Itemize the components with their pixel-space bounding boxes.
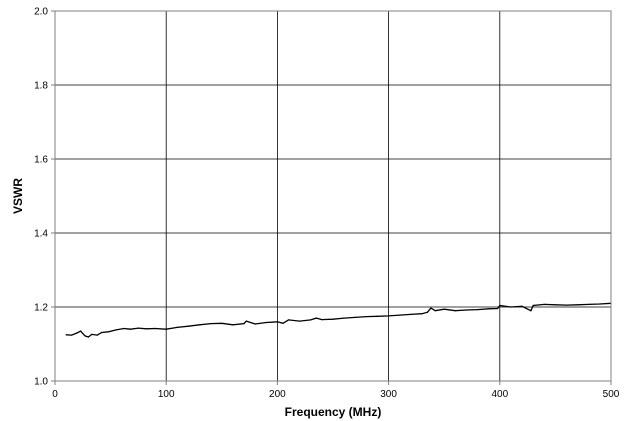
x-tick-label: 300 bbox=[380, 389, 397, 400]
data-point bbox=[245, 320, 247, 322]
data-point bbox=[332, 318, 334, 320]
data-point bbox=[310, 319, 312, 321]
data-point bbox=[497, 307, 499, 310]
data-point bbox=[96, 334, 98, 336]
data-point bbox=[243, 323, 245, 325]
data-point bbox=[510, 306, 512, 308]
data-point bbox=[588, 303, 590, 305]
data-point bbox=[321, 319, 323, 321]
data-point bbox=[521, 305, 523, 307]
data-point bbox=[388, 315, 390, 317]
y-tick-label: 2.0 bbox=[34, 7, 48, 18]
x-tick-label: 500 bbox=[603, 389, 620, 400]
data-point bbox=[65, 334, 67, 336]
data-point bbox=[221, 322, 223, 324]
data-point bbox=[80, 330, 82, 332]
data-point bbox=[354, 316, 356, 318]
plot-border bbox=[54, 10, 612, 382]
data-point bbox=[123, 327, 125, 330]
data-point bbox=[137, 327, 139, 329]
data-point bbox=[287, 319, 290, 321]
data-point bbox=[115, 329, 117, 331]
data-point bbox=[84, 335, 86, 337]
data-point bbox=[210, 323, 212, 325]
data-point bbox=[276, 321, 278, 323]
y-tick-label: 1.0 bbox=[34, 377, 48, 388]
data-point bbox=[410, 313, 412, 315]
series-line-vswr bbox=[66, 302, 612, 338]
data-point bbox=[465, 309, 467, 311]
data-point bbox=[426, 311, 429, 313]
y-tick-label: 1.6 bbox=[34, 155, 48, 166]
data-point bbox=[477, 309, 479, 311]
data-point bbox=[145, 328, 147, 330]
data-point bbox=[434, 310, 436, 312]
series-points bbox=[65, 302, 612, 338]
data-point bbox=[315, 317, 317, 319]
data-point bbox=[165, 328, 167, 330]
data-point bbox=[343, 317, 345, 319]
x-tick-label: 200 bbox=[269, 389, 286, 400]
data-point bbox=[599, 303, 601, 305]
plot-area bbox=[55, 11, 611, 381]
data-point bbox=[488, 308, 490, 310]
data-point bbox=[130, 328, 132, 330]
data-point bbox=[199, 324, 201, 326]
data-point bbox=[282, 322, 284, 324]
data-point bbox=[87, 336, 89, 338]
data-point bbox=[530, 310, 532, 312]
y-tick-label: 1.2 bbox=[34, 303, 48, 314]
data-point bbox=[154, 327, 156, 330]
y-tick-label: 1.4 bbox=[34, 229, 48, 240]
data-point bbox=[101, 331, 103, 334]
data-point bbox=[399, 314, 401, 316]
data-point bbox=[532, 304, 534, 307]
data-point bbox=[365, 316, 367, 318]
data-point bbox=[565, 304, 568, 306]
x-tick-label: 400 bbox=[491, 389, 508, 400]
data-point bbox=[299, 320, 301, 322]
data-point bbox=[543, 303, 545, 305]
data-point bbox=[232, 324, 234, 326]
x-axis-title: Frequency (MHz) bbox=[285, 405, 382, 419]
data-point bbox=[577, 304, 579, 306]
data-point bbox=[430, 307, 432, 309]
data-point bbox=[265, 321, 267, 324]
y-tick-label: 1.8 bbox=[34, 81, 48, 92]
x-tick-label: 0 bbox=[52, 389, 58, 400]
data-point bbox=[107, 331, 109, 333]
data-point bbox=[71, 334, 73, 336]
y-axis-title: VSWR bbox=[11, 178, 25, 214]
data-point bbox=[454, 310, 456, 312]
x-tick-label: 100 bbox=[158, 389, 175, 400]
data-point bbox=[254, 323, 256, 325]
tick-labels: 1.0 1.2 1.4 1.6 1.8 2.0 0 100 200 300 400 500 bbox=[34, 7, 620, 401]
data-point bbox=[76, 332, 78, 334]
data-point bbox=[376, 315, 379, 317]
data-point bbox=[187, 325, 189, 327]
data-point bbox=[554, 304, 557, 306]
data-point bbox=[91, 333, 93, 335]
data-point bbox=[176, 326, 178, 328]
data-point bbox=[443, 308, 445, 310]
data-point bbox=[421, 313, 423, 315]
data-point bbox=[499, 304, 501, 307]
